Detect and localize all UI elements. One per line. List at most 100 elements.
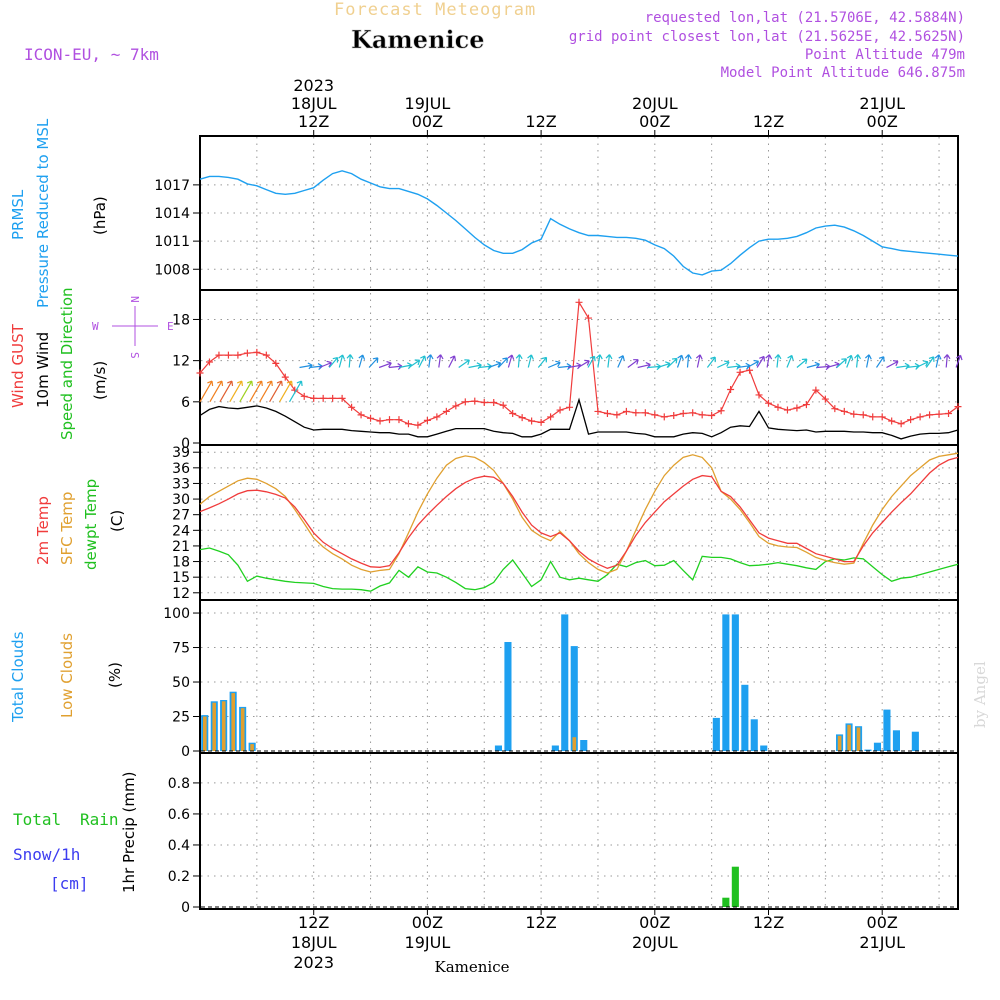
wind-arrow: [468, 362, 482, 370]
total-cloud-bar: [712, 717, 720, 751]
wind-arrow: [774, 354, 782, 368]
wind-arrow-shape: [605, 354, 613, 368]
low-cloud-bar: [847, 724, 851, 751]
label-snow: Snow/1h: [13, 845, 80, 864]
gust-marker: [461, 398, 469, 406]
y-tick-label: 27: [172, 508, 190, 524]
wind-arrow: [229, 380, 243, 403]
gust-marker: [670, 412, 678, 420]
wind-compass: N S W E: [92, 296, 174, 359]
total-cloud-bar: [551, 745, 559, 751]
wind-arrow: [547, 360, 561, 369]
point-altitude: Point Altitude 479m: [805, 47, 965, 63]
wind-arrow: [695, 354, 703, 368]
top-time-label: 12Z: [525, 112, 556, 131]
bottom-time-label: 00Z: [412, 913, 443, 932]
y-tick-label: 21: [172, 539, 190, 555]
wind-arrow: [199, 380, 214, 403]
compass-e: E: [167, 320, 174, 333]
gust-marker: [528, 417, 536, 425]
gridpoint-coords: grid point closest lon,lat (21.5625E, 42…: [569, 29, 965, 45]
wind-arrow: [836, 358, 847, 368]
wind-arrow: [916, 360, 929, 369]
wind-speed-line: [199, 397, 959, 440]
wind-arrow-shape: [269, 380, 283, 403]
gust-marker: [547, 413, 555, 421]
wind-arrow-shape: [774, 354, 782, 368]
wind-arrow: [587, 355, 596, 368]
wind-arrow: [925, 356, 935, 368]
wind-arrow-shape: [436, 354, 444, 368]
wind-arrow: [458, 359, 470, 368]
gust-marker: [689, 409, 697, 417]
gust-marker: [205, 358, 213, 366]
gust-marker: [518, 414, 526, 422]
gust-marker: [348, 403, 356, 411]
wind-arrow-shape: [756, 355, 766, 368]
label-dewpt-temp: dewpt Temp: [82, 479, 100, 570]
gust-marker: [613, 411, 621, 419]
wind-arrow: [676, 354, 684, 368]
label-celsius: (C): [108, 510, 126, 532]
wind-arrow: [706, 356, 716, 368]
wind-arrow-shape: [943, 354, 951, 368]
top-time-label: 18JUL: [291, 94, 337, 113]
wind-arrow-shape: [537, 356, 548, 368]
label-10m-wind: 10m Wind: [34, 332, 52, 408]
gust-marker: [802, 401, 810, 409]
wind-arrow: [279, 380, 293, 403]
wind-arrow: [854, 354, 862, 368]
wind-arrow: [498, 357, 508, 368]
gust-marker: [243, 349, 251, 357]
wind-arrow-shape: [806, 361, 820, 369]
wind-arrow-shape: [896, 362, 910, 370]
wind-arrow-shape: [279, 380, 293, 403]
low-cloud-bar: [856, 727, 861, 751]
total-cloud-bar: [750, 719, 758, 751]
top-time-label: 12Z: [298, 112, 329, 131]
gust-marker: [660, 413, 668, 421]
wind-arrow-shape: [426, 354, 434, 368]
gust-marker: [499, 401, 507, 409]
wind-arrow: [627, 359, 639, 368]
gust-marker: [537, 418, 545, 426]
gust-marker: [490, 399, 498, 407]
credit-watermark: by Angel: [971, 661, 989, 728]
gust-marker: [708, 412, 716, 420]
total-cloud-bar: [760, 745, 768, 751]
wind-arrow: [328, 356, 339, 368]
bottom-time-label: 21JUL: [859, 933, 905, 952]
gust-marker: [954, 403, 962, 411]
total-cloud-bar: [731, 614, 739, 751]
wind-arrow-shape: [587, 355, 596, 368]
gust-marker: [821, 395, 829, 403]
gust-marker: [196, 369, 204, 377]
bottom-time-label: 12Z: [525, 913, 556, 932]
data-marks: [196, 170, 963, 908]
wind-arrow-shape: [727, 362, 741, 370]
wind-arrow: [209, 380, 224, 403]
y-tick-label: 24: [172, 523, 190, 539]
wind-arrow: [637, 362, 651, 369]
y-tick-label: 15: [172, 570, 190, 586]
wind-arrow-shape: [448, 355, 457, 368]
wind-arrow-shape: [319, 360, 332, 369]
dewpt-line: [199, 547, 959, 592]
wind-arrow-shape: [515, 354, 523, 368]
wind-arrow: [448, 355, 457, 368]
gust-marker: [300, 392, 308, 400]
gust-marker: [471, 397, 479, 405]
gust-marker: [584, 314, 592, 322]
wind-arrow: [319, 360, 332, 369]
wind-arrow: [507, 354, 515, 368]
compass-s: S: [128, 352, 141, 359]
wind-arrow-shape: [717, 360, 730, 369]
label-low-clouds: Low Clouds: [58, 633, 76, 718]
bottom-time-label: 00Z: [867, 913, 898, 932]
gust-marker: [594, 407, 602, 415]
total-cloud-bar: [570, 646, 578, 751]
wind-arrow-shape: [617, 355, 625, 368]
wind-arrow-shape: [527, 354, 534, 368]
y-tick-label: 0.4: [168, 838, 190, 854]
temp-2m-line: [199, 456, 959, 569]
